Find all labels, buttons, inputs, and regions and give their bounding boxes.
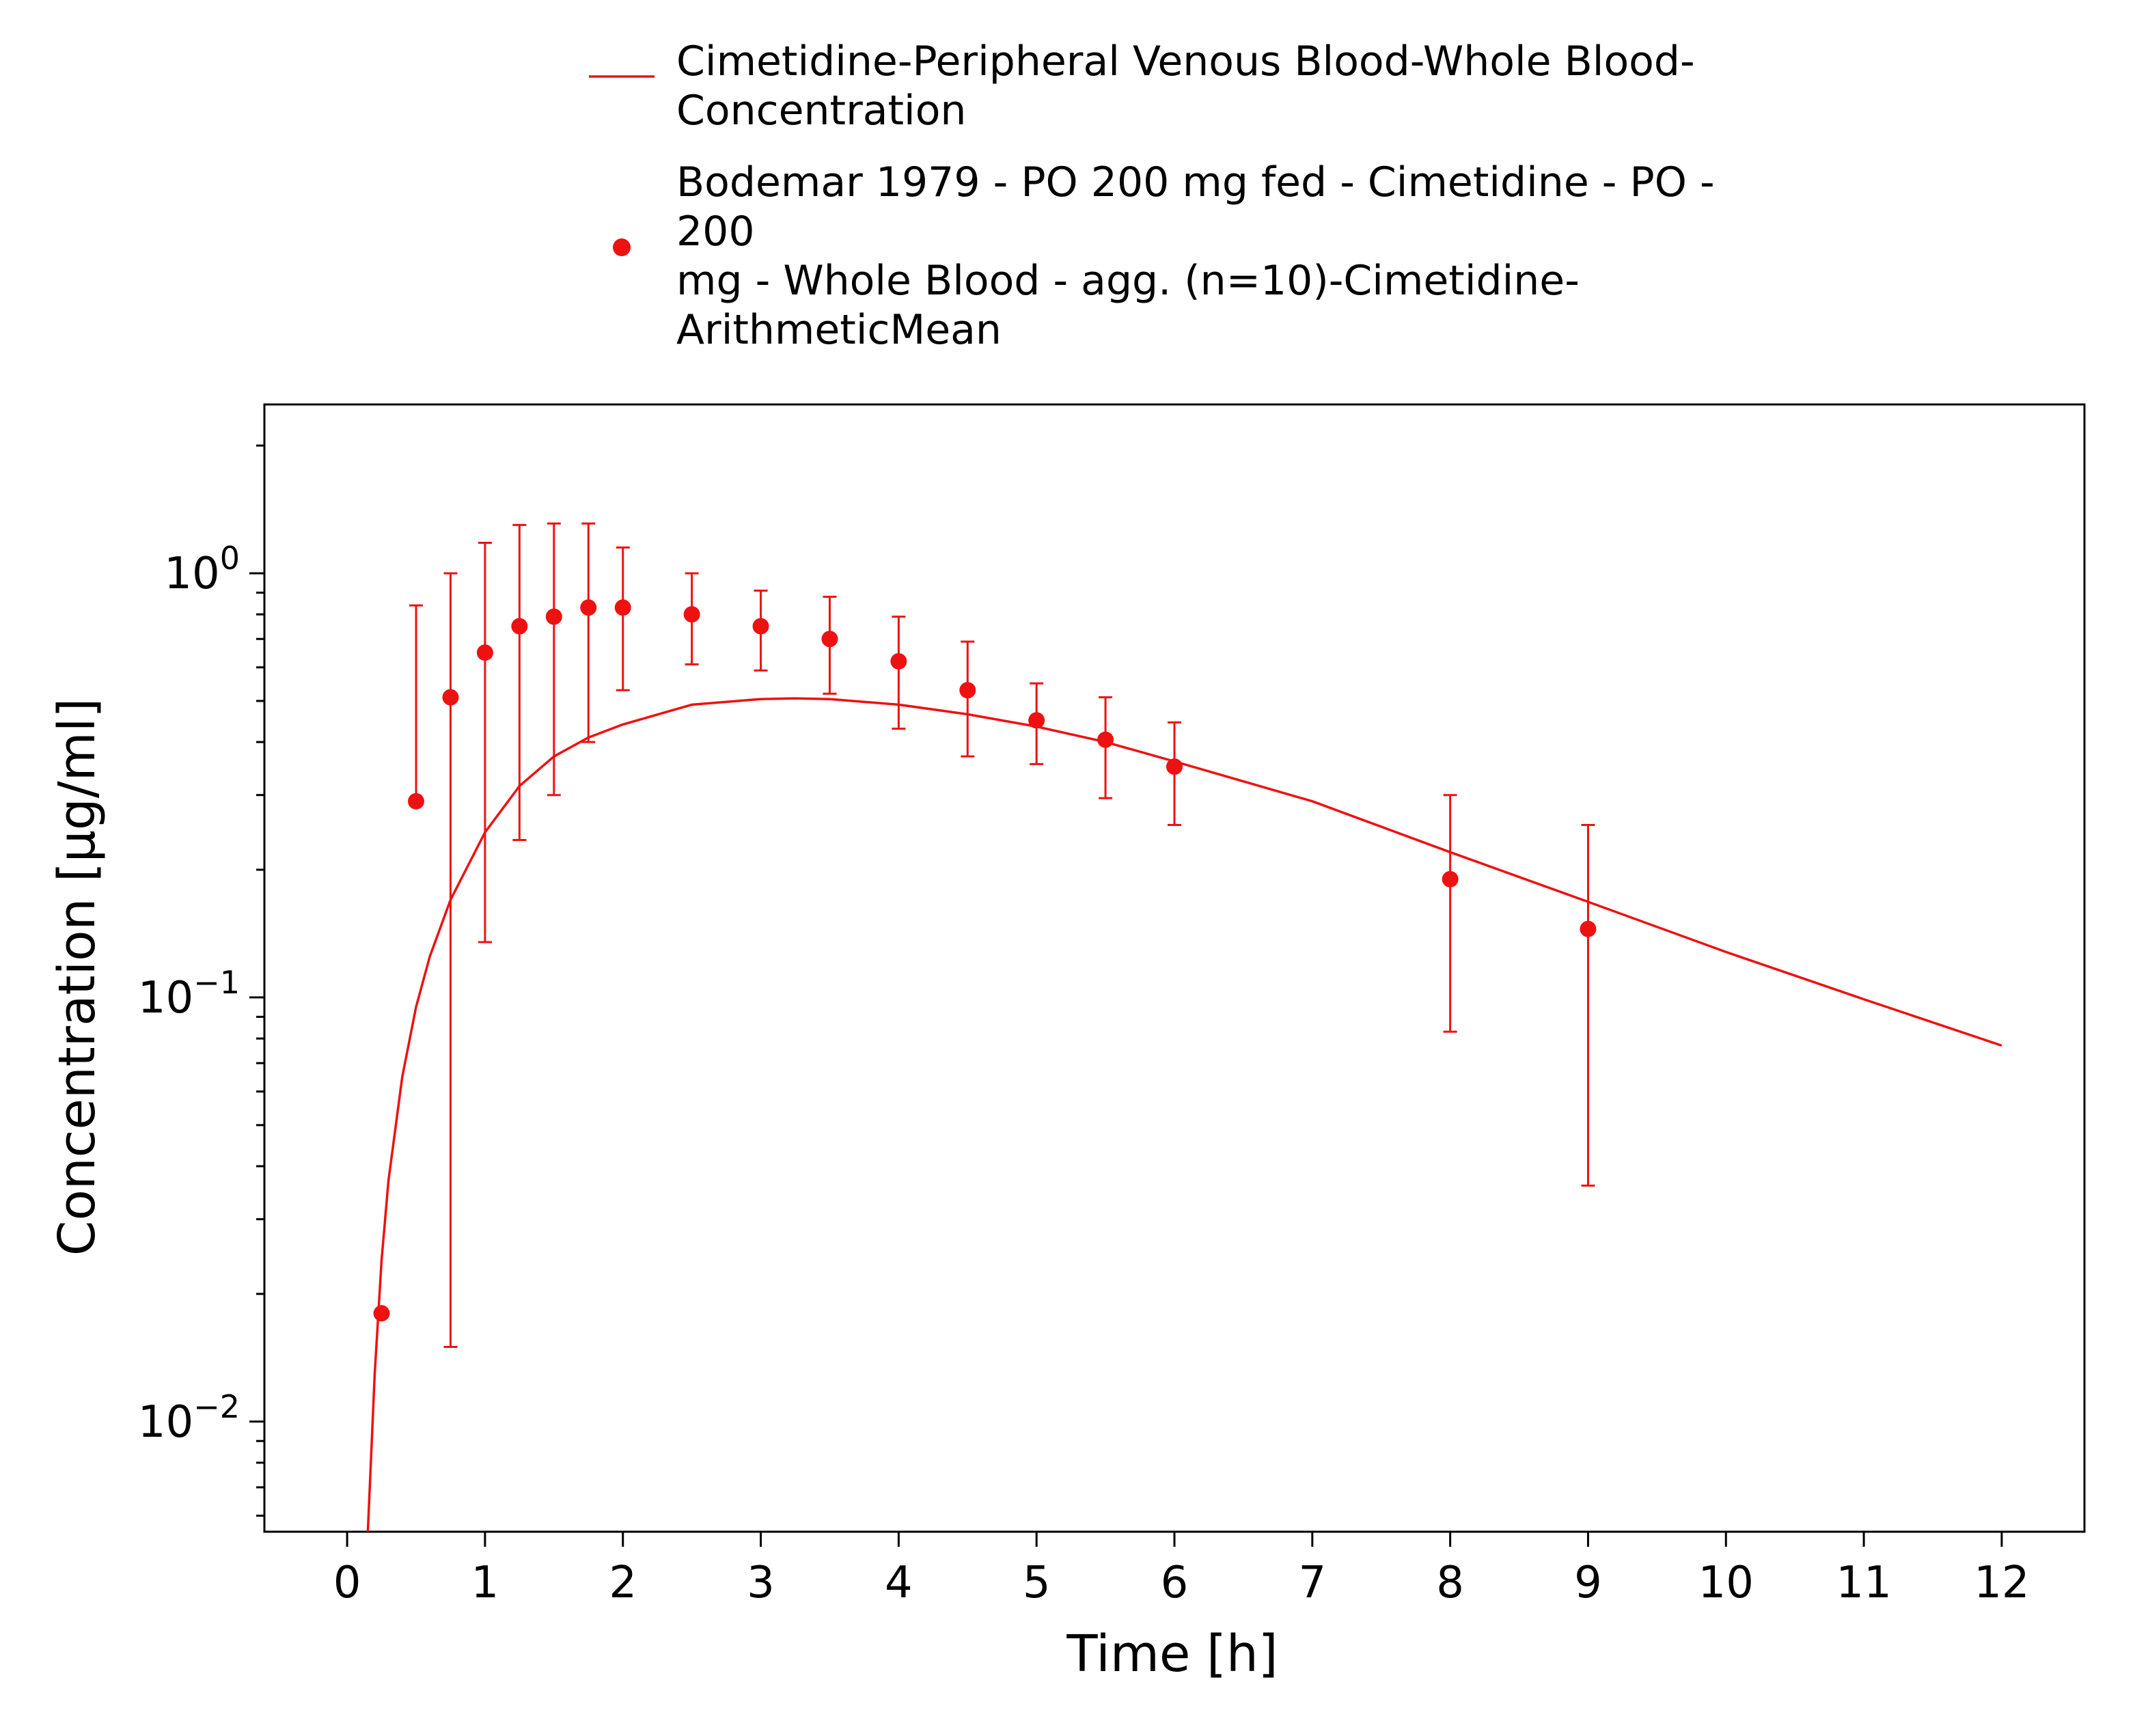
x-tick-label: 5 bbox=[1023, 1558, 1051, 1608]
y-tick-base: 10 bbox=[138, 973, 193, 1023]
y-tick-base: 10 bbox=[138, 1397, 193, 1448]
data-point bbox=[821, 631, 838, 648]
y-axis-title: Concentration [µg/ml] bbox=[48, 698, 107, 1256]
y-tick-label: 100 bbox=[164, 540, 240, 599]
x-tick-label: 12 bbox=[1974, 1558, 2029, 1608]
data-point bbox=[1028, 712, 1045, 729]
data-point bbox=[752, 618, 769, 635]
x-tick-label: 2 bbox=[609, 1558, 637, 1608]
x-axis-title: Time [h] bbox=[1066, 1625, 1278, 1683]
data-point bbox=[1580, 920, 1597, 937]
legend-entry-marker-label: Bodemar 1979 - PO 200 mg fed - Cimetidin… bbox=[676, 159, 1715, 206]
data-point bbox=[373, 1305, 390, 1322]
data-point bbox=[1442, 870, 1459, 887]
x-tick-label: 8 bbox=[1436, 1558, 1464, 1608]
x-tick-label: 4 bbox=[885, 1558, 913, 1608]
data-point bbox=[545, 608, 562, 625]
y-tick-exponent: −2 bbox=[193, 1388, 240, 1425]
data-point bbox=[614, 599, 631, 616]
y-tick-label: 10−1 bbox=[138, 964, 240, 1023]
data-point bbox=[476, 644, 493, 661]
legend-marker-swatch bbox=[613, 238, 631, 256]
plot-area bbox=[263, 403, 2086, 1533]
x-tick-label: 3 bbox=[747, 1558, 775, 1608]
x-tick-label: 9 bbox=[1574, 1558, 1602, 1608]
x-tick-label: 7 bbox=[1298, 1558, 1326, 1608]
y-tick-exponent: 0 bbox=[220, 540, 240, 577]
data-point bbox=[959, 682, 976, 699]
legend-entry-line-label: Cimetidine-Peripheral Venous Blood-Whole… bbox=[676, 38, 1695, 85]
legend-entry-marker-label: mg - Whole Blood - agg. (n=10)-Cimetidin… bbox=[676, 257, 1580, 305]
data-point bbox=[408, 793, 424, 810]
y-tick-exponent: −1 bbox=[193, 964, 240, 1001]
plot-frame bbox=[263, 403, 2086, 1533]
data-point bbox=[1097, 731, 1114, 748]
data-point bbox=[580, 599, 597, 616]
data-point bbox=[683, 606, 700, 623]
x-tick-label: 1 bbox=[471, 1558, 499, 1608]
y-tick-label: 10−2 bbox=[138, 1388, 240, 1448]
x-tick-label: 0 bbox=[333, 1558, 361, 1608]
legend-entry-marker-label: ArithmeticMean bbox=[676, 306, 1002, 354]
x-tick-label: 10 bbox=[1698, 1558, 1754, 1608]
y-tick-base: 10 bbox=[164, 549, 219, 599]
x-tick-label: 6 bbox=[1161, 1558, 1189, 1608]
data-point bbox=[511, 618, 528, 635]
x-tick-label: 11 bbox=[1836, 1558, 1891, 1608]
data-point bbox=[890, 652, 907, 670]
simulation-line bbox=[366, 697, 2002, 1532]
x-axis: 0 1 2 3 4 5 6 7 8 9 10 11 12 bbox=[333, 1532, 2030, 1608]
legend-entry-marker-label: 200 bbox=[676, 208, 755, 256]
legend-entry-line-label: Concentration bbox=[676, 87, 966, 135]
data-point bbox=[1166, 758, 1183, 775]
legend: Cimetidine-Peripheral Venous Blood-Whole… bbox=[589, 38, 1715, 354]
data-point bbox=[442, 689, 459, 706]
